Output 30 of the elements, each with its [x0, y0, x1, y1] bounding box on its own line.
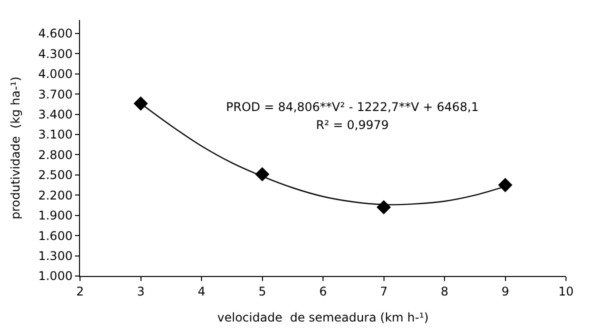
x-tick-label: 4	[198, 284, 206, 298]
x-tick-label: 2	[76, 284, 84, 298]
y-tick-label: 4.300	[38, 46, 73, 61]
y-tick-label: 3.100	[38, 128, 73, 142]
y-tick-label: 4.000	[38, 67, 73, 82]
x-axis-title: velocidade de semeadura (km h-¹)	[217, 310, 429, 324]
y-tick-label: 3.700	[38, 87, 73, 102]
y-tick-label: 2.800	[38, 148, 73, 162]
point	[376, 200, 391, 214]
y-tick-label: 2.500	[38, 168, 73, 182]
x-tick-label: 7	[380, 284, 388, 298]
y-tick-label: 3.400	[38, 108, 73, 122]
y-tick-label: 2.200	[38, 188, 73, 202]
point	[498, 178, 512, 192]
x-tick-label: 5	[258, 284, 266, 298]
y-tick-label: 1.300	[38, 248, 73, 263]
y-axis-title: produtividade (kg ha-¹)	[8, 76, 23, 220]
y-tick-label: 1.000	[38, 269, 73, 284]
x-tick-label: 10	[558, 284, 574, 298]
x-tick-label: 6	[319, 284, 327, 298]
x-tick-label: 3	[136, 284, 145, 298]
y-tick-label: 1.600	[38, 228, 73, 243]
annotation: PROD = 84,806**V² - 1222,7**V + 6468,1	[226, 100, 479, 114]
point	[255, 167, 270, 182]
x-tick-label: 8	[440, 284, 448, 298]
x-tick-label: 9	[501, 284, 510, 298]
point	[134, 96, 148, 111]
y-tick-label: 1.900	[38, 208, 73, 223]
y-tick-label: 4.600	[38, 26, 73, 41]
annotation: R² = 0,9979	[316, 118, 389, 132]
